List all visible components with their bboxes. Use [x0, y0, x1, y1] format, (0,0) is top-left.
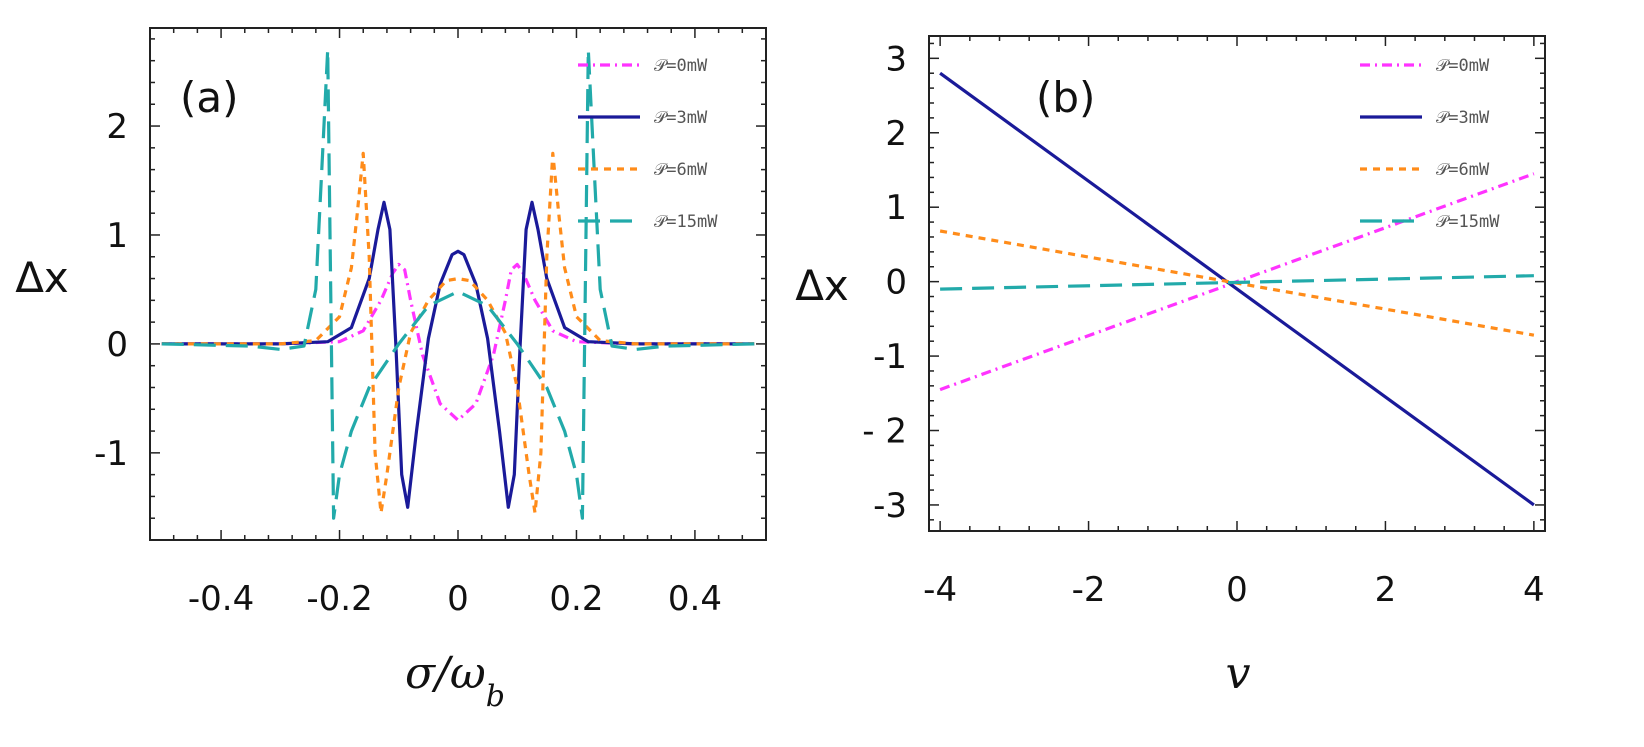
- x-tick-label: -0.2: [306, 579, 372, 619]
- x-axis-label: σ/ωb: [405, 648, 505, 714]
- y-tick-label: - 2: [862, 412, 907, 452]
- y-tick-label: 0: [885, 263, 907, 303]
- x-tick-label: 0: [1226, 570, 1248, 610]
- x-tick-label: 0.2: [549, 579, 603, 619]
- series-line: [940, 274, 1534, 291]
- legend-label: 𝒫=6mW: [654, 160, 708, 180]
- x-tick-label: 4: [1523, 570, 1545, 610]
- series-group: [161, 48, 755, 520]
- legend-label: 𝒫=3mW: [1436, 108, 1490, 128]
- series-line: [161, 151, 755, 515]
- x-tick-label: -0.4: [188, 579, 254, 619]
- legend-label: 𝒫=15mW: [654, 212, 718, 232]
- y-tick-label: 2: [106, 107, 128, 147]
- series-line: [939, 71, 1535, 507]
- panel-a: -0.4 -0.2 0 0.2 0.4 -1 0 1 2 Δx σ/ωb (a) 𝒫=0mW 𝒫=3mW 𝒫…: [15, 27, 767, 714]
- legend-label: 𝒫=15mW: [1436, 212, 1500, 232]
- panel-b: -4 -2 0 2 4 3 2 1 0 -1 - 2 -3 Δx v (b) 𝒫=0mW 𝒫=3mW 𝒫=6mW 𝒫…: [795, 35, 1546, 699]
- x-tick-label: 2: [1375, 570, 1397, 610]
- series-line: [161, 262, 755, 422]
- series-line: [161, 200, 755, 509]
- x-axis-label-subscript: b: [486, 679, 505, 714]
- panel-label: (b): [1036, 73, 1095, 122]
- y-tick-label: 1: [106, 216, 128, 256]
- y-axis-label: Δx: [15, 253, 69, 302]
- x-tick-label: -2: [1072, 570, 1106, 610]
- series-group: [939, 71, 1535, 507]
- plot-frame: [149, 27, 767, 541]
- y-tick-label: 1: [885, 188, 907, 228]
- x-tick-label: -4: [923, 570, 957, 610]
- y-axis-label: Δx: [795, 261, 849, 310]
- x-axis-label: v: [1226, 648, 1251, 699]
- legend-label: 𝒫=3mW: [654, 108, 708, 128]
- y-tick-label: -1: [873, 337, 907, 377]
- y-tick-label: 2: [885, 114, 907, 154]
- x-tick-label: 0: [447, 579, 469, 619]
- legend-label: 𝒫=0mW: [1436, 56, 1490, 76]
- y-tick-label: -1: [94, 434, 128, 474]
- y-tick-label: -3: [873, 486, 907, 526]
- panel-label: (a): [180, 73, 239, 122]
- y-tick-label: 0: [106, 325, 128, 365]
- x-tick-label: 0.4: [668, 579, 722, 619]
- legend-label: 𝒫=6mW: [1436, 160, 1490, 180]
- legend-label: 𝒫=0mW: [654, 56, 708, 76]
- y-tick-label: 3: [885, 39, 907, 79]
